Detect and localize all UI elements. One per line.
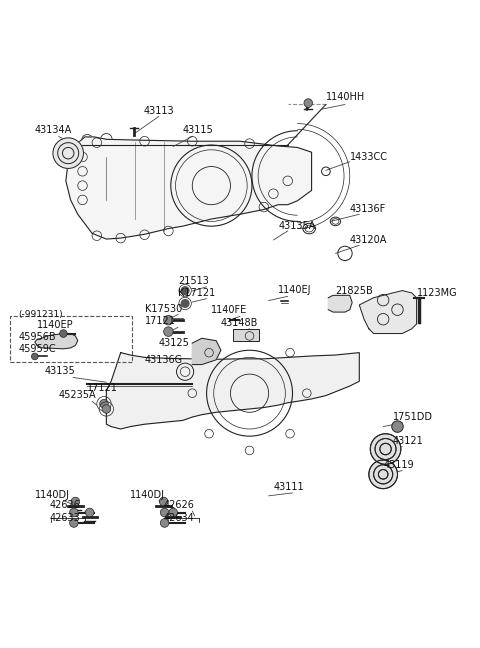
Text: 43115: 43115: [183, 126, 214, 135]
Text: 17121: 17121: [144, 316, 175, 327]
Text: 1751DD: 1751DD: [393, 412, 432, 422]
Text: 43135: 43135: [44, 367, 75, 376]
Text: 1140FE: 1140FE: [211, 305, 248, 316]
Text: 43134A: 43134A: [35, 126, 72, 135]
Circle shape: [160, 508, 169, 517]
Text: 1140DJ: 1140DJ: [130, 490, 165, 500]
Text: 45956B: 45956B: [18, 332, 56, 342]
Text: 21825B: 21825B: [336, 286, 373, 296]
Circle shape: [159, 497, 168, 506]
Circle shape: [181, 287, 189, 294]
Text: 45959C: 45959C: [18, 344, 56, 354]
Polygon shape: [35, 334, 78, 349]
Text: 43120A: 43120A: [350, 235, 387, 245]
Circle shape: [102, 404, 111, 413]
Circle shape: [70, 518, 78, 527]
Circle shape: [392, 421, 403, 432]
Circle shape: [71, 497, 80, 506]
Circle shape: [181, 299, 189, 307]
Text: (-991231): (-991231): [18, 310, 63, 319]
Text: 43111: 43111: [274, 482, 304, 492]
Circle shape: [100, 399, 108, 408]
Circle shape: [60, 330, 67, 338]
Text: 1140DJ: 1140DJ: [35, 490, 70, 500]
Circle shape: [304, 98, 312, 108]
Polygon shape: [328, 295, 352, 312]
Circle shape: [85, 508, 94, 517]
Text: 43119: 43119: [383, 459, 414, 470]
Text: 45235A: 45235A: [59, 390, 96, 400]
Text: 43135A: 43135A: [278, 221, 315, 231]
Text: 1140EP: 1140EP: [37, 320, 74, 330]
Text: 1140EJ: 1140EJ: [278, 285, 312, 295]
Text: 42626: 42626: [49, 500, 80, 510]
Bar: [10, 316, 132, 362]
Text: 21513: 21513: [178, 276, 209, 286]
Circle shape: [160, 518, 169, 527]
Text: 42634: 42634: [164, 513, 194, 524]
Text: 1433CC: 1433CC: [350, 152, 388, 162]
Bar: [233, 329, 259, 341]
Polygon shape: [107, 353, 360, 429]
Text: 42633: 42633: [49, 513, 80, 524]
Polygon shape: [192, 338, 221, 365]
Text: 43136F: 43136F: [350, 204, 386, 214]
Text: 43136G: 43136G: [144, 354, 183, 365]
Polygon shape: [360, 290, 417, 334]
Circle shape: [369, 460, 397, 489]
Text: 43121: 43121: [393, 435, 423, 446]
Text: 43113: 43113: [144, 106, 174, 117]
Circle shape: [53, 138, 84, 168]
Text: 43148B: 43148B: [221, 318, 258, 328]
Circle shape: [32, 353, 38, 360]
Text: K17121: K17121: [178, 288, 215, 297]
Text: 1140HH: 1140HH: [326, 92, 365, 102]
Text: K17530: K17530: [144, 305, 182, 314]
Circle shape: [169, 508, 178, 517]
Polygon shape: [66, 137, 312, 239]
Circle shape: [70, 508, 78, 517]
Circle shape: [370, 434, 401, 465]
Text: 17121: 17121: [87, 383, 118, 393]
Text: 42626: 42626: [164, 500, 194, 510]
Text: 1123MG: 1123MG: [417, 288, 457, 297]
Circle shape: [164, 327, 173, 336]
Text: 43125: 43125: [159, 338, 190, 348]
Circle shape: [164, 316, 173, 325]
